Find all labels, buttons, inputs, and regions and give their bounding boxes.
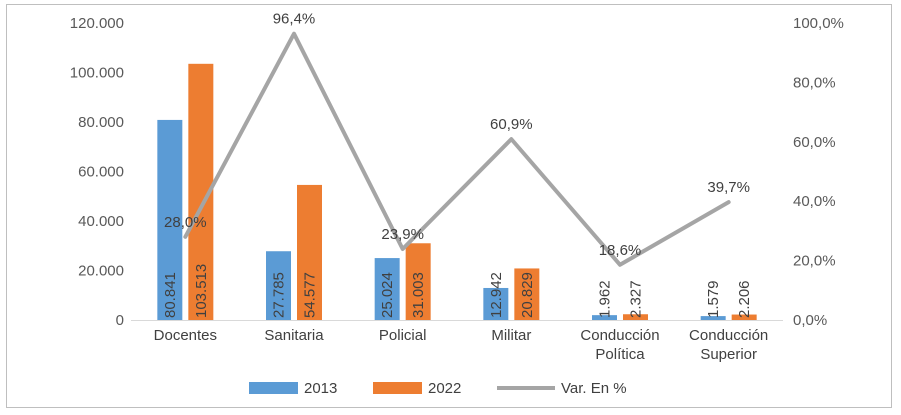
category-label: Sanitaria <box>264 327 324 344</box>
bar-data-label: 20.829 <box>519 272 536 318</box>
bar-data-label: 25.024 <box>379 272 396 318</box>
line-point-label: 39,7% <box>707 179 750 196</box>
bar-data-label: 27.785 <box>271 272 288 318</box>
legend-label: Var. En % <box>561 380 627 397</box>
left-axis-tick-label: 80.000 <box>78 114 124 131</box>
bar-2013-2 <box>374 258 400 320</box>
bar-2022-2 <box>405 243 431 320</box>
left-axis-tick-label: 40.000 <box>78 213 124 230</box>
line-point-label: 18,6% <box>599 242 642 259</box>
bar-data-label: 2.206 <box>736 280 753 318</box>
series-line-var-percent <box>183 31 731 267</box>
bar-data-label: 103.513 <box>193 264 210 318</box>
category-label: Política <box>595 346 645 363</box>
line-point-label: 28,0% <box>164 214 207 231</box>
bar-data-label: 54.577 <box>302 272 319 318</box>
bar-2022-4 <box>623 314 648 320</box>
bar-2022-1 <box>297 184 322 320</box>
category-label: Superior <box>700 346 757 363</box>
bar-data-label: 31.003 <box>410 272 427 318</box>
bar-2022-5 <box>731 314 757 320</box>
left-axis-tick-label: 60.000 <box>78 164 124 181</box>
right-axis-tick-label: 100,0% <box>793 15 844 32</box>
bar-2013-3 <box>483 287 509 320</box>
category-label: Conducción <box>580 327 659 344</box>
category-label: Policial <box>379 327 427 344</box>
bar-2013-0 <box>157 119 183 321</box>
bar-data-label: 2.327 <box>628 280 645 318</box>
bar-2022-3 <box>514 268 540 320</box>
category-label: Militar <box>491 327 531 344</box>
right-axis-tick-label: 40,0% <box>793 193 836 210</box>
right-axis-tick-label: 0,0% <box>793 312 827 329</box>
line-point-label: 96,4% <box>273 11 316 28</box>
chart-frame <box>6 4 892 408</box>
left-axis-tick-label: 100.000 <box>70 65 124 82</box>
left-axis-tick-label: 20.000 <box>78 263 124 280</box>
bar-data-label: 12.942 <box>488 272 505 318</box>
right-axis-tick-label: 60,0% <box>793 134 836 151</box>
bar-data-label: 80.841 <box>162 272 179 318</box>
bar-2013-4 <box>592 315 617 320</box>
category-label: Docentes <box>154 327 217 344</box>
category-label: Conducción <box>689 327 768 344</box>
bar-data-label: 1.962 <box>597 280 614 318</box>
line-point-label: 23,9% <box>381 226 424 243</box>
right-axis-tick-label: 20,0% <box>793 253 836 270</box>
legend-label: 2013 <box>304 380 337 397</box>
bar-data-label: 1.579 <box>705 280 722 318</box>
left-axis-tick-label: 120.000 <box>70 15 124 32</box>
bar-2013-5 <box>700 316 726 320</box>
left-axis-tick-label: 0 <box>116 312 124 329</box>
right-axis-tick-label: 80,0% <box>793 74 836 91</box>
bar-2013-1 <box>266 251 291 320</box>
legend-swatch-2022 <box>373 382 422 394</box>
legend-swatch-2013 <box>249 382 298 394</box>
legend-label: 2022 <box>428 380 461 397</box>
line-point-label: 60,9% <box>490 116 533 133</box>
